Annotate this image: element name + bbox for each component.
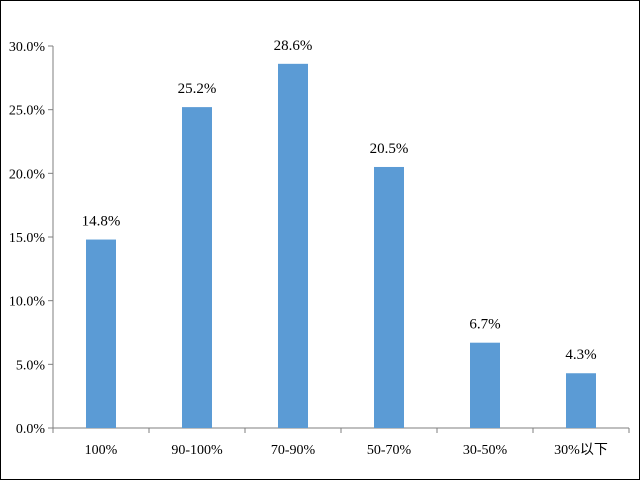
data-label: 20.5% xyxy=(370,141,409,157)
data-label: 14.8% xyxy=(82,214,121,230)
x-tick-label: 30-50% xyxy=(463,443,508,458)
y-tick-label: 20.0% xyxy=(9,167,46,182)
y-tick-label: 5.0% xyxy=(16,358,46,373)
y-tick-label: 10.0% xyxy=(9,295,46,310)
bar[interactable] xyxy=(86,239,116,428)
bar[interactable] xyxy=(566,373,596,428)
bar[interactable] xyxy=(374,166,404,428)
data-label: 4.3% xyxy=(565,347,596,363)
bar[interactable] xyxy=(470,342,500,428)
y-tick-label: 25.0% xyxy=(9,104,46,119)
data-label: 25.2% xyxy=(178,81,217,97)
x-tick-label: 70-90% xyxy=(271,443,316,458)
bar[interactable] xyxy=(182,107,212,429)
x-tick-label: 90-100% xyxy=(171,443,223,458)
x-tick-label: 50-70% xyxy=(367,443,412,458)
data-label: 28.6% xyxy=(274,38,313,54)
y-tick-label: 30.0% xyxy=(9,40,46,55)
x-tick-label: 100% xyxy=(85,443,118,458)
data-label: 6.7% xyxy=(469,317,500,333)
x-tick-label: 30%以下 xyxy=(554,443,608,458)
bar[interactable] xyxy=(278,63,308,429)
y-tick-label: 15.0% xyxy=(9,231,46,246)
y-tick-label: 0.0% xyxy=(16,422,46,437)
